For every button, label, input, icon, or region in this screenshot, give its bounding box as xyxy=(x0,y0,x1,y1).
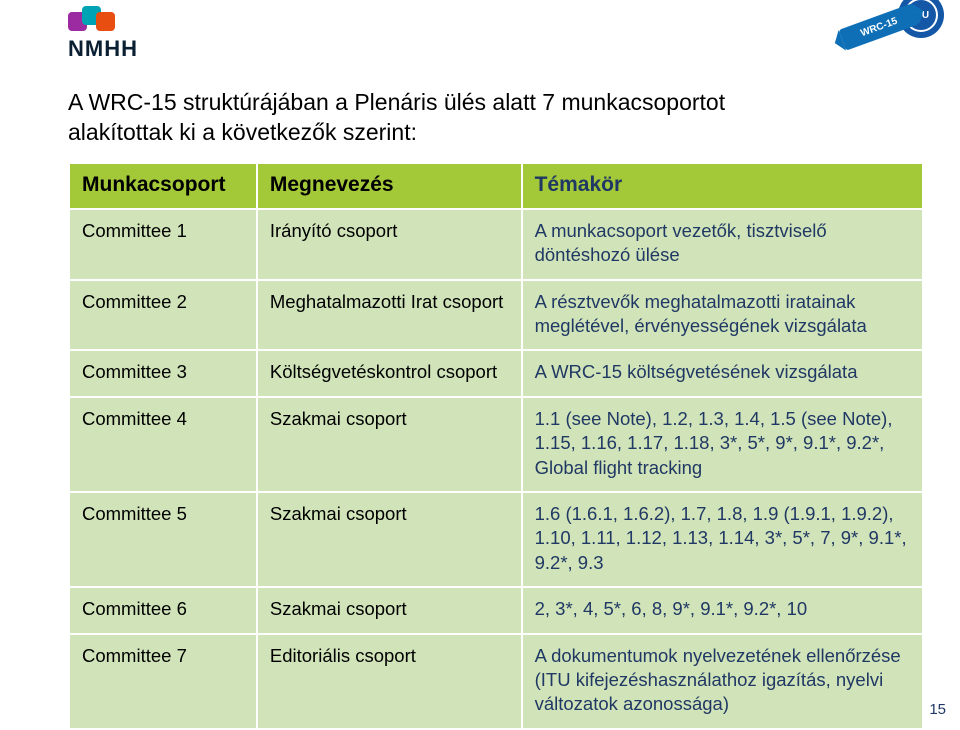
table-row: Committee 3 Költségvetéskontrol csoport … xyxy=(69,350,923,396)
table-row: Committee 6 Szakmai csoport 2, 3*, 4, 5*… xyxy=(69,587,923,633)
cell-topic: 1.1 (see Note), 1.2, 1.3, 1.4, 1.5 (see … xyxy=(522,397,923,492)
logo-squares xyxy=(68,6,248,32)
wrc-ribbon-text: WRC-15 xyxy=(859,15,899,38)
col-header-temakor: Témakör xyxy=(522,163,923,209)
col-header-megnevezes: Megnevezés xyxy=(257,163,522,209)
cell-name: Meghatalmazotti Irat csoport xyxy=(257,280,522,351)
cell-group: Committee 3 xyxy=(69,350,257,396)
slide-page: NMHH ITU WRC-15 A WRC-15 struktúrájában … xyxy=(0,0,960,724)
cell-topic: 2, 3*, 4, 5*, 6, 8, 9*, 9.1*, 9.2*, 10 xyxy=(522,587,923,633)
cell-name: Irányító csoport xyxy=(257,209,522,280)
title-line2: alakítottak ki a következők szerint: xyxy=(68,119,417,145)
header-bar: NMHH ITU WRC-15 xyxy=(68,0,924,74)
wrc-badge: ITU WRC-15 xyxy=(840,0,948,60)
table-row: Committee 1 Irányító csoport A munkacsop… xyxy=(69,209,923,280)
table-row: Committee 4 Szakmai csoport 1.1 (see Not… xyxy=(69,397,923,492)
cell-group: Committee 5 xyxy=(69,492,257,587)
cell-group: Committee 7 xyxy=(69,634,257,729)
cell-group: Committee 6 xyxy=(69,587,257,633)
cell-topic: A dokumentumok nyelvezetének ellenőrzése… xyxy=(522,634,923,729)
table-header-row: Munkacsoport Megnevezés Témakör xyxy=(69,163,923,209)
table-row: Committee 7 Editoriális csoport A dokume… xyxy=(69,634,923,729)
committee-table: Munkacsoport Megnevezés Témakör Committe… xyxy=(68,162,924,730)
col-header-munkacsoport: Munkacsoport xyxy=(69,163,257,209)
cell-name: Szakmai csoport xyxy=(257,492,522,587)
slide-title: A WRC-15 struktúrájában a Plenáris ülés … xyxy=(68,88,924,148)
cell-topic: A munkacsoport vezetők, tisztviselő dönt… xyxy=(522,209,923,280)
cell-group: Committee 2 xyxy=(69,280,257,351)
cell-group: Committee 4 xyxy=(69,397,257,492)
logo-square-icon xyxy=(96,12,115,31)
cell-group: Committee 1 xyxy=(69,209,257,280)
table-row: Committee 2 Meghatalmazotti Irat csoport… xyxy=(69,280,923,351)
cell-topic: A résztvevők meghatalmazotti iratainak m… xyxy=(522,280,923,351)
cell-name: Költségvetéskontrol csoport xyxy=(257,350,522,396)
cell-name: Editoriális csoport xyxy=(257,634,522,729)
nmhh-logo: NMHH xyxy=(68,6,248,68)
cell-topic: A WRC-15 költségvetésének vizsgálata xyxy=(522,350,923,396)
table-body: Committee 1 Irányító csoport A munkacsop… xyxy=(69,209,923,729)
nmhh-logo-text: NMHH xyxy=(68,36,248,62)
table-row: Committee 5 Szakmai csoport 1.6 (1.6.1, … xyxy=(69,492,923,587)
cell-topic: 1.6 (1.6.1, 1.6.2), 1.7, 1.8, 1.9 (1.9.1… xyxy=(522,492,923,587)
page-number: 15 xyxy=(929,701,946,718)
cell-name: Szakmai csoport xyxy=(257,587,522,633)
title-line1: A WRC-15 struktúrájában a Plenáris ülés … xyxy=(68,89,725,115)
wrc-ribbon: WRC-15 xyxy=(839,3,920,50)
cell-name: Szakmai csoport xyxy=(257,397,522,492)
